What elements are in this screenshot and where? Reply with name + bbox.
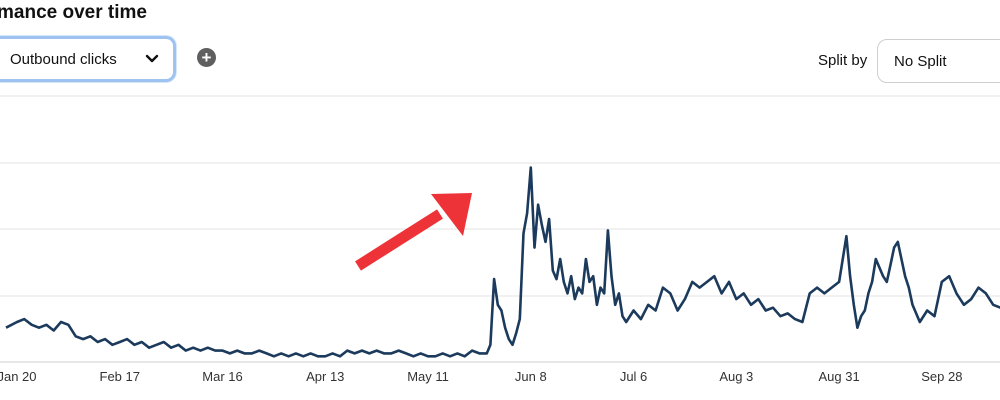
split-select[interactable]: No Split [877, 39, 1000, 83]
x-tick-label: Aug 3 [719, 369, 753, 384]
x-tick-label: Feb 17 [100, 369, 140, 384]
page-title: mance over time [0, 2, 147, 23]
series-line [5, 166, 1000, 358]
x-tick-label: Apr 13 [306, 369, 344, 384]
split-by-label: Split by [818, 52, 868, 69]
metric-select[interactable]: Outbound clicks [0, 36, 176, 82]
x-tick-label: Jun 8 [515, 369, 547, 384]
metric-select-value: Outbound clicks [10, 50, 117, 68]
plus-circle-icon[interactable]: + [197, 48, 216, 67]
chevron-down-icon [145, 54, 159, 63]
x-tick-label: Sep 28 [921, 369, 962, 384]
x-tick-label: Mar 16 [202, 369, 242, 384]
annotation-arrow [355, 193, 472, 271]
add-metric-glyph: + [201, 48, 212, 67]
x-tick-label: Jul 6 [620, 369, 647, 384]
split-select-value: No Split [894, 52, 947, 70]
x-tick-label: May 11 [407, 369, 449, 384]
x-tick-label: Jan 20 [0, 369, 37, 384]
x-tick-label: Aug 31 [818, 369, 859, 384]
